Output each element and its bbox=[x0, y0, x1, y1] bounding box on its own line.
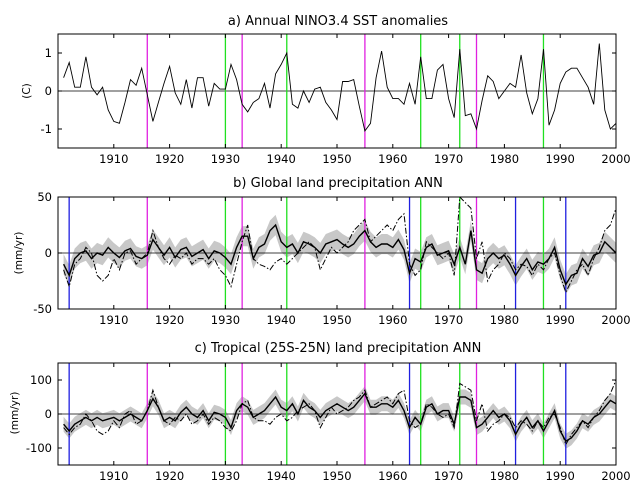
x-tick-label: 1950 bbox=[322, 313, 351, 327]
x-tick-label: 1960 bbox=[378, 313, 407, 327]
plot-area bbox=[58, 34, 616, 148]
panel-a-plot: 1910 1920 1930 1940 1950 1960 1970 1980 1990 2000… bbox=[41, 33, 631, 166]
x-tick-label: 1910 bbox=[99, 152, 128, 166]
y-tick-label: 0 bbox=[45, 84, 52, 98]
x-tick-label: 1970 bbox=[434, 152, 463, 166]
panel-a-ylabel: (C) bbox=[21, 83, 33, 99]
x-tick-label: 1950 bbox=[322, 152, 351, 166]
x-tick-label: 1920 bbox=[155, 313, 184, 327]
panel-c: c) Tropical (25S-25N) land precipitation… bbox=[9, 341, 631, 483]
panel-b-ylabel: (mm/yr) bbox=[13, 232, 25, 275]
x-tick-label: 1930 bbox=[211, 152, 240, 166]
y-tick-label: 100 bbox=[30, 373, 52, 387]
panel-a-title: a) Annual NINO3.4 SST anomalies bbox=[228, 14, 448, 29]
panel-c-ylabel: (mm/yr) bbox=[9, 392, 21, 435]
series-line-dashdot bbox=[63, 197, 616, 294]
panel-b-plot: 1910 1920 1930 1940 1950 1960 1970 1980 1990 2000… bbox=[33, 190, 630, 327]
panel-c-title: c) Tropical (25S-25N) land precipitation… bbox=[195, 341, 482, 356]
x-tick-label: 1980 bbox=[490, 469, 519, 483]
panel-a: a) Annual NINO3.4 SST anomalies (C) 1910… bbox=[21, 14, 631, 166]
x-tick-label: 1970 bbox=[434, 313, 463, 327]
y-tick-label: 1 bbox=[45, 46, 52, 60]
y-tick-label: -100 bbox=[26, 441, 52, 455]
panel-b: b) Global land precipitation ANN (mm/yr)… bbox=[13, 176, 631, 327]
y-tick-label: -1 bbox=[41, 122, 52, 136]
y-tick-label: -50 bbox=[33, 302, 52, 316]
x-tick-label: 1990 bbox=[546, 313, 575, 327]
x-tick-label: 2000 bbox=[601, 313, 630, 327]
panel-b-title: b) Global land precipitation ANN bbox=[233, 176, 443, 191]
x-tick-label: 1980 bbox=[490, 313, 519, 327]
x-tick-label: 1930 bbox=[211, 469, 240, 483]
x-tick-label: 1990 bbox=[546, 469, 575, 483]
x-tick-label: 1910 bbox=[99, 469, 128, 483]
y-tick-label: 50 bbox=[37, 190, 52, 204]
series-line-solid bbox=[63, 43, 616, 132]
series-line-dashdot bbox=[63, 379, 616, 446]
x-tick-label: 2000 bbox=[601, 152, 630, 166]
x-tick-label: 1970 bbox=[434, 469, 463, 483]
x-tick-label: 1940 bbox=[267, 152, 296, 166]
x-tick-label: 1920 bbox=[155, 152, 184, 166]
y-tick-label: 0 bbox=[45, 246, 52, 260]
x-tick-label: 1920 bbox=[155, 469, 184, 483]
uncertainty-band bbox=[63, 214, 616, 295]
x-tick-label: 1990 bbox=[546, 152, 575, 166]
panel-c-plot: 1910 1920 1930 1940 1950 1960 1970 1980 1990 2000… bbox=[26, 362, 631, 483]
y-tick-label: 0 bbox=[45, 407, 52, 421]
x-tick-label: 1940 bbox=[267, 313, 296, 327]
uncertainty-band bbox=[63, 386, 616, 449]
x-tick-label: 1980 bbox=[490, 152, 519, 166]
x-tick-label: 1930 bbox=[211, 313, 240, 327]
plot-area bbox=[58, 197, 616, 309]
x-tick-label: 1960 bbox=[378, 469, 407, 483]
series-line-solid bbox=[62, 223, 616, 286]
x-tick-label: 1950 bbox=[322, 469, 351, 483]
x-tick-label: 1960 bbox=[378, 152, 407, 166]
plot-area bbox=[58, 363, 616, 465]
x-tick-label: 2000 bbox=[601, 469, 630, 483]
series-line-solid bbox=[63, 392, 616, 443]
x-tick-label: 1940 bbox=[267, 469, 296, 483]
x-tick-label: 1910 bbox=[99, 313, 128, 327]
